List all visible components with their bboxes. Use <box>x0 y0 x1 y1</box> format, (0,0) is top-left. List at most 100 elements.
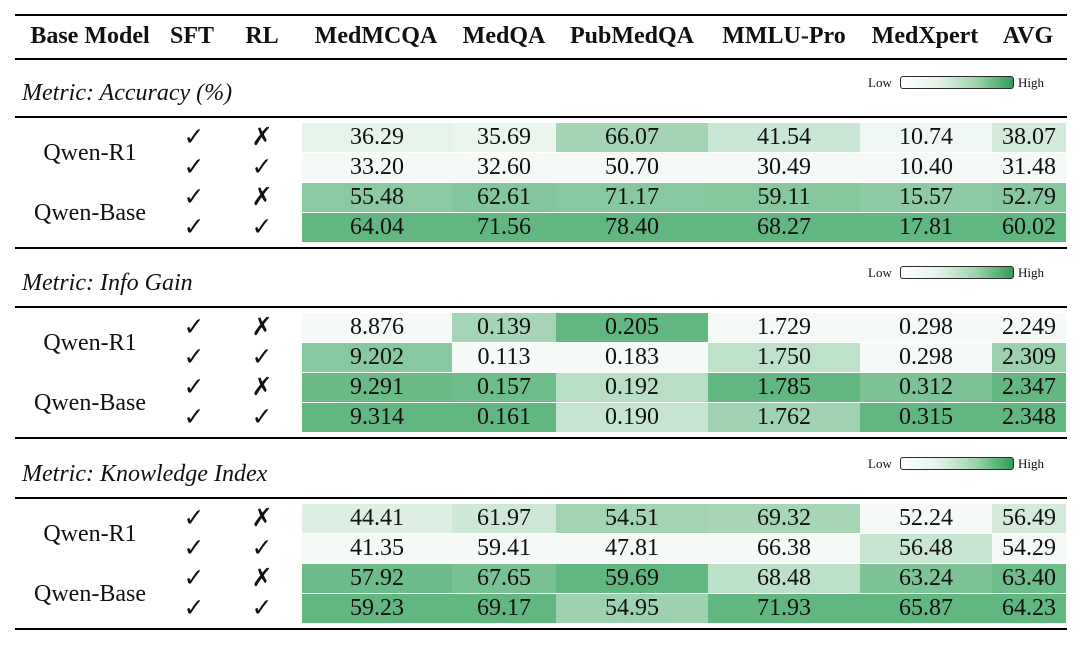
heatmap-cell: 54.51 <box>556 504 708 533</box>
heatmap-cell: 0.183 <box>556 343 708 372</box>
rl-cross-mark: ✗ <box>251 374 273 401</box>
heatmap-cell: 31.48 <box>992 153 1066 182</box>
heatmap-cell: 9.202 <box>302 343 452 372</box>
heatmap-cell: 0.139 <box>452 313 556 342</box>
heatmap-cell: 64.23 <box>992 594 1066 623</box>
sft-check-mark: ✓ <box>183 535 205 562</box>
section-rule <box>15 306 1067 308</box>
heatmap-cell: 69.17 <box>452 594 556 623</box>
heatmap-cell: 59.11 <box>708 183 860 212</box>
heatmap-cell: 56.49 <box>992 504 1066 533</box>
model-label: Qwen-Base <box>34 581 146 607</box>
rl-check-mark: ✓ <box>251 214 273 241</box>
heatmap-cell: 1.785 <box>708 373 860 402</box>
heatmap-cell: 0.161 <box>452 403 556 432</box>
heatmap-cell: 1.729 <box>708 313 860 342</box>
heatmap-cell: 57.92 <box>302 564 452 593</box>
section-end-rule <box>15 437 1067 439</box>
heatmap-cell: 0.205 <box>556 313 708 342</box>
heatmap-cell: 69.32 <box>708 504 860 533</box>
heatmap-cell: 38.07 <box>992 123 1066 152</box>
heatmap-cell: 2.348 <box>992 403 1066 432</box>
heatmap-cell: 66.07 <box>556 123 708 152</box>
sft-check-mark: ✓ <box>183 404 205 431</box>
sft-check-mark: ✓ <box>183 565 205 592</box>
rl-check-mark: ✓ <box>251 535 273 562</box>
heatmap-cell: 59.41 <box>452 534 556 563</box>
heatmap-cell: 9.314 <box>302 403 452 432</box>
heatmap-cell: 55.48 <box>302 183 452 212</box>
heatmap-cell: 8.876 <box>302 313 452 342</box>
heatmap-cell: 54.29 <box>992 534 1066 563</box>
sft-check-mark: ✓ <box>183 505 205 532</box>
heatmap-cell: 0.190 <box>556 403 708 432</box>
heatmap-cell: 33.20 <box>302 153 452 182</box>
sft-check-mark: ✓ <box>183 124 205 151</box>
heatmap-cell: 2.309 <box>992 343 1066 372</box>
rl-check-mark: ✓ <box>251 154 273 181</box>
legend-high-label: High <box>1018 75 1044 90</box>
section-rule <box>15 497 1067 499</box>
heatmap-cell: 44.41 <box>302 504 452 533</box>
rl-cross-mark: ✗ <box>251 505 273 532</box>
heatmap-cell: 0.192 <box>556 373 708 402</box>
header-rule <box>15 58 1067 60</box>
heatmap-cell: 0.312 <box>860 373 992 402</box>
heatmap-cell: 61.97 <box>452 504 556 533</box>
heatmap-cell: 52.79 <box>992 183 1066 212</box>
metric-title: Metric: Info Gain <box>22 270 193 296</box>
rl-cross-mark: ✗ <box>251 184 273 211</box>
heatmap-cell: 17.81 <box>860 213 992 242</box>
heatmap-cell: 32.60 <box>452 153 556 182</box>
heatmap-cell: 54.95 <box>556 594 708 623</box>
heatmap-cell: 47.81 <box>556 534 708 563</box>
heatmap-cell: 41.35 <box>302 534 452 563</box>
section-rule <box>15 116 1067 118</box>
heatmap-cell: 59.23 <box>302 594 452 623</box>
metric-title: Metric: Knowledge Index <box>22 461 268 487</box>
heatmap-cell: 36.29 <box>302 123 452 152</box>
heatmap-cell: 0.113 <box>452 343 556 372</box>
header-medxpert: MedXpert <box>871 23 979 49</box>
model-label: Qwen-R1 <box>43 140 137 166</box>
sft-check-mark: ✓ <box>183 595 205 622</box>
heatmap-cell: 10.40 <box>860 153 992 182</box>
heatmap-cell: 60.02 <box>992 213 1066 242</box>
heatmap-cell: 56.48 <box>860 534 992 563</box>
legend-gradient-bar <box>900 76 1014 89</box>
heatmap-cell: 50.70 <box>556 153 708 182</box>
heatmap-cell: 63.24 <box>860 564 992 593</box>
heatmap-cell: 78.40 <box>556 213 708 242</box>
heatmap-cell: 1.750 <box>708 343 860 372</box>
heatmap-cell: 68.48 <box>708 564 860 593</box>
heatmap-cell: 66.38 <box>708 534 860 563</box>
header-medmcqa: MedMCQA <box>314 23 438 49</box>
heatmap-cell: 9.291 <box>302 373 452 402</box>
legend-low-label: Low <box>868 75 892 90</box>
heatmap-cell: 2.347 <box>992 373 1066 402</box>
heatmap-cell: 67.65 <box>452 564 556 593</box>
model-label: Qwen-Base <box>34 390 146 416</box>
rl-cross-mark: ✗ <box>251 314 273 341</box>
heatmap-cell: 41.54 <box>708 123 860 152</box>
heatmap-cell: 15.57 <box>860 183 992 212</box>
rl-cross-mark: ✗ <box>251 565 273 592</box>
sft-check-mark: ✓ <box>183 184 205 211</box>
heatmap-cell: 64.04 <box>302 213 452 242</box>
heatmap-cell: 65.87 <box>860 594 992 623</box>
heatmap-cell: 62.61 <box>452 183 556 212</box>
bottom-rule <box>15 628 1067 630</box>
heatmap-cell: 52.24 <box>860 504 992 533</box>
sft-check-mark: ✓ <box>183 154 205 181</box>
heatmap-cell: 71.17 <box>556 183 708 212</box>
sft-check-mark: ✓ <box>183 214 205 241</box>
header-avg: AVG <box>1002 23 1054 49</box>
heatmap-cell: 30.49 <box>708 153 860 182</box>
sft-check-mark: ✓ <box>183 374 205 401</box>
legend-low-label: Low <box>868 456 892 471</box>
legend-high-label: High <box>1018 456 1044 471</box>
heatmap-cell: 71.93 <box>708 594 860 623</box>
heatmap-cell: 59.69 <box>556 564 708 593</box>
sft-check-mark: ✓ <box>183 314 205 341</box>
